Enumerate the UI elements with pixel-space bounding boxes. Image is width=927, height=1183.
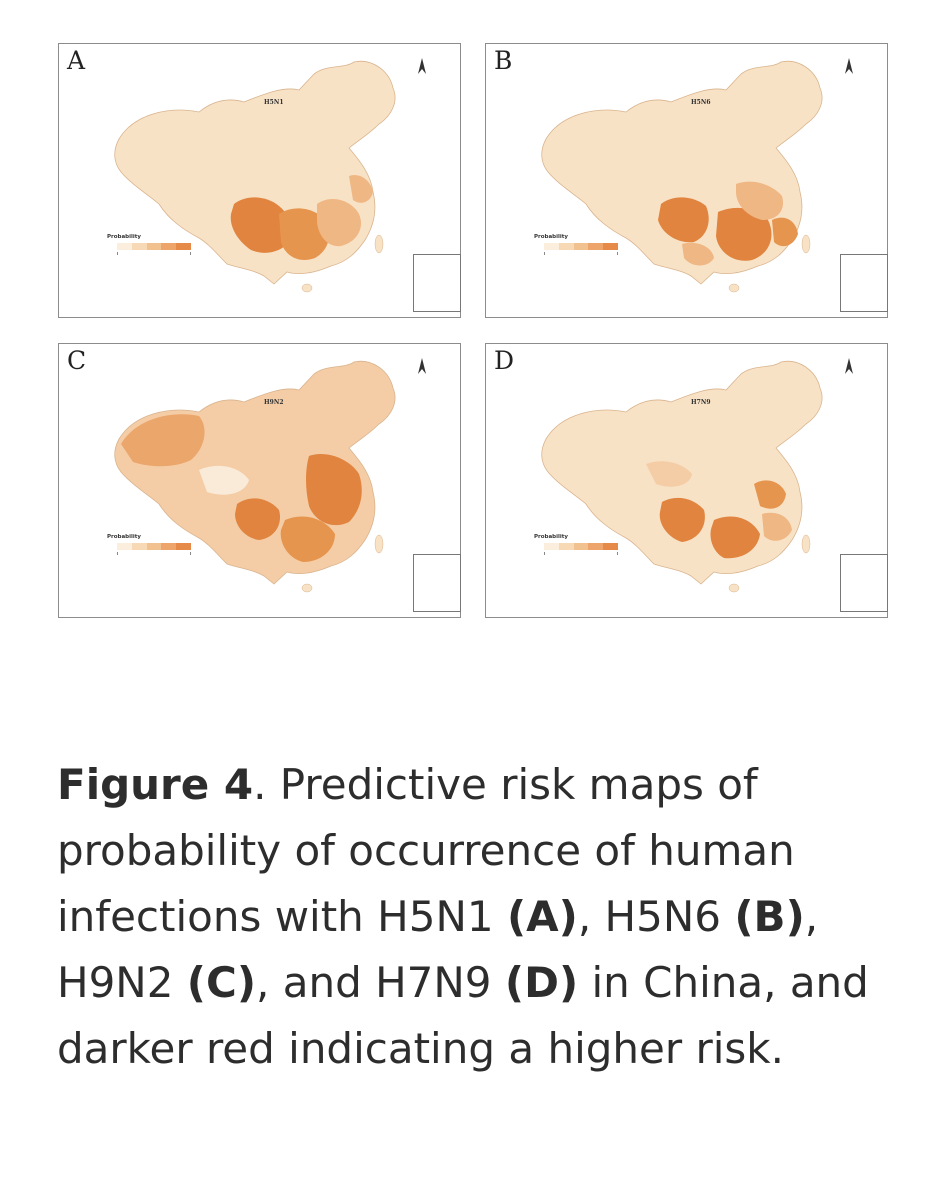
subtype-label: H5N6 [691,99,711,106]
legend-ticks [544,252,618,256]
south-china-sea-inset [840,554,888,612]
caption-ref-b: (B) [734,892,805,941]
north-arrow-icon [845,58,853,74]
caption-text: in China, and darker red indicating a hi… [57,958,869,1073]
north-arrow-icon [845,358,853,374]
low-risk-region [199,465,249,495]
legend-color-bar [117,243,191,250]
hainan-island [728,283,740,293]
legend-color-bar [544,243,618,250]
mid-risk-region [317,199,361,247]
taiwan-island [374,534,384,554]
mid-risk-region [736,181,784,220]
high-risk-region [279,208,330,261]
subtype-label: H5N1 [264,99,284,106]
legend-title: Probability [107,234,141,240]
taiwan-island [374,234,384,254]
caption-text: , and H7N9 [256,958,505,1007]
high-risk-region [716,207,772,261]
legend-color-bar [544,543,618,550]
subtype-label: H7N9 [691,399,711,406]
hainan-island [301,283,313,293]
china-risk-map [114,360,396,593]
caption-ref-a: (A) [506,892,578,941]
high-risk-region [230,197,292,253]
panel-label: D [494,346,515,375]
mid-risk-region [121,414,205,467]
low-risk-region [646,461,692,487]
china-risk-map [541,360,823,593]
high-risk-region [280,516,335,562]
map-panel-d: D H7N9 Probability [485,343,888,618]
caption-ref-d: (D) [504,958,579,1007]
panel-label: B [494,46,513,75]
china-risk-map [541,60,823,293]
map-panel-c: C H9N2 Probability [58,343,461,618]
legend-ticks [117,552,191,556]
taiwan-island [801,234,811,254]
taiwan-island [801,534,811,554]
hainan-island [301,583,313,593]
high-risk-region [772,217,798,247]
legend-ticks [544,552,618,556]
caption-text: , H9N2 [57,892,819,1007]
mid-risk-region [682,242,714,266]
caption-ref-c: (C) [186,958,257,1007]
south-china-sea-inset [840,254,888,312]
panel-label: C [67,346,87,375]
subtype-label: H9N2 [264,399,284,406]
high-risk-region [235,498,281,540]
legend-title: Probability [534,234,568,240]
north-arrow-icon [418,58,426,74]
high-risk-region [658,197,709,243]
high-risk-region [754,480,786,509]
caption-text: . Predictive risk maps of probability of… [57,760,795,941]
panel-label: A [67,46,86,75]
high-risk-region [659,497,705,542]
legend-title: Probability [107,534,141,540]
map-panel-b: B H5N6 Probability [485,43,888,318]
legend-color-bar [117,543,191,550]
china-risk-map [114,60,396,293]
map-panel-a: A H5N1 Probability [58,43,461,318]
mid-risk-region [349,174,373,203]
legend-ticks [117,252,191,256]
caption-text: , H5N6 [577,892,735,941]
high-risk-region [306,454,362,526]
legend-title: Probability [534,534,568,540]
china-outline [541,60,823,285]
north-arrow-icon [418,358,426,374]
figure-caption: Figure 4. Predictive risk maps of probab… [57,752,897,1082]
hainan-island [728,583,740,593]
mid-risk-region [762,512,792,541]
south-china-sea-inset [413,254,461,312]
south-china-sea-inset [413,554,461,612]
high-risk-region [710,516,760,559]
figure-label: Figure 4 [57,760,254,809]
